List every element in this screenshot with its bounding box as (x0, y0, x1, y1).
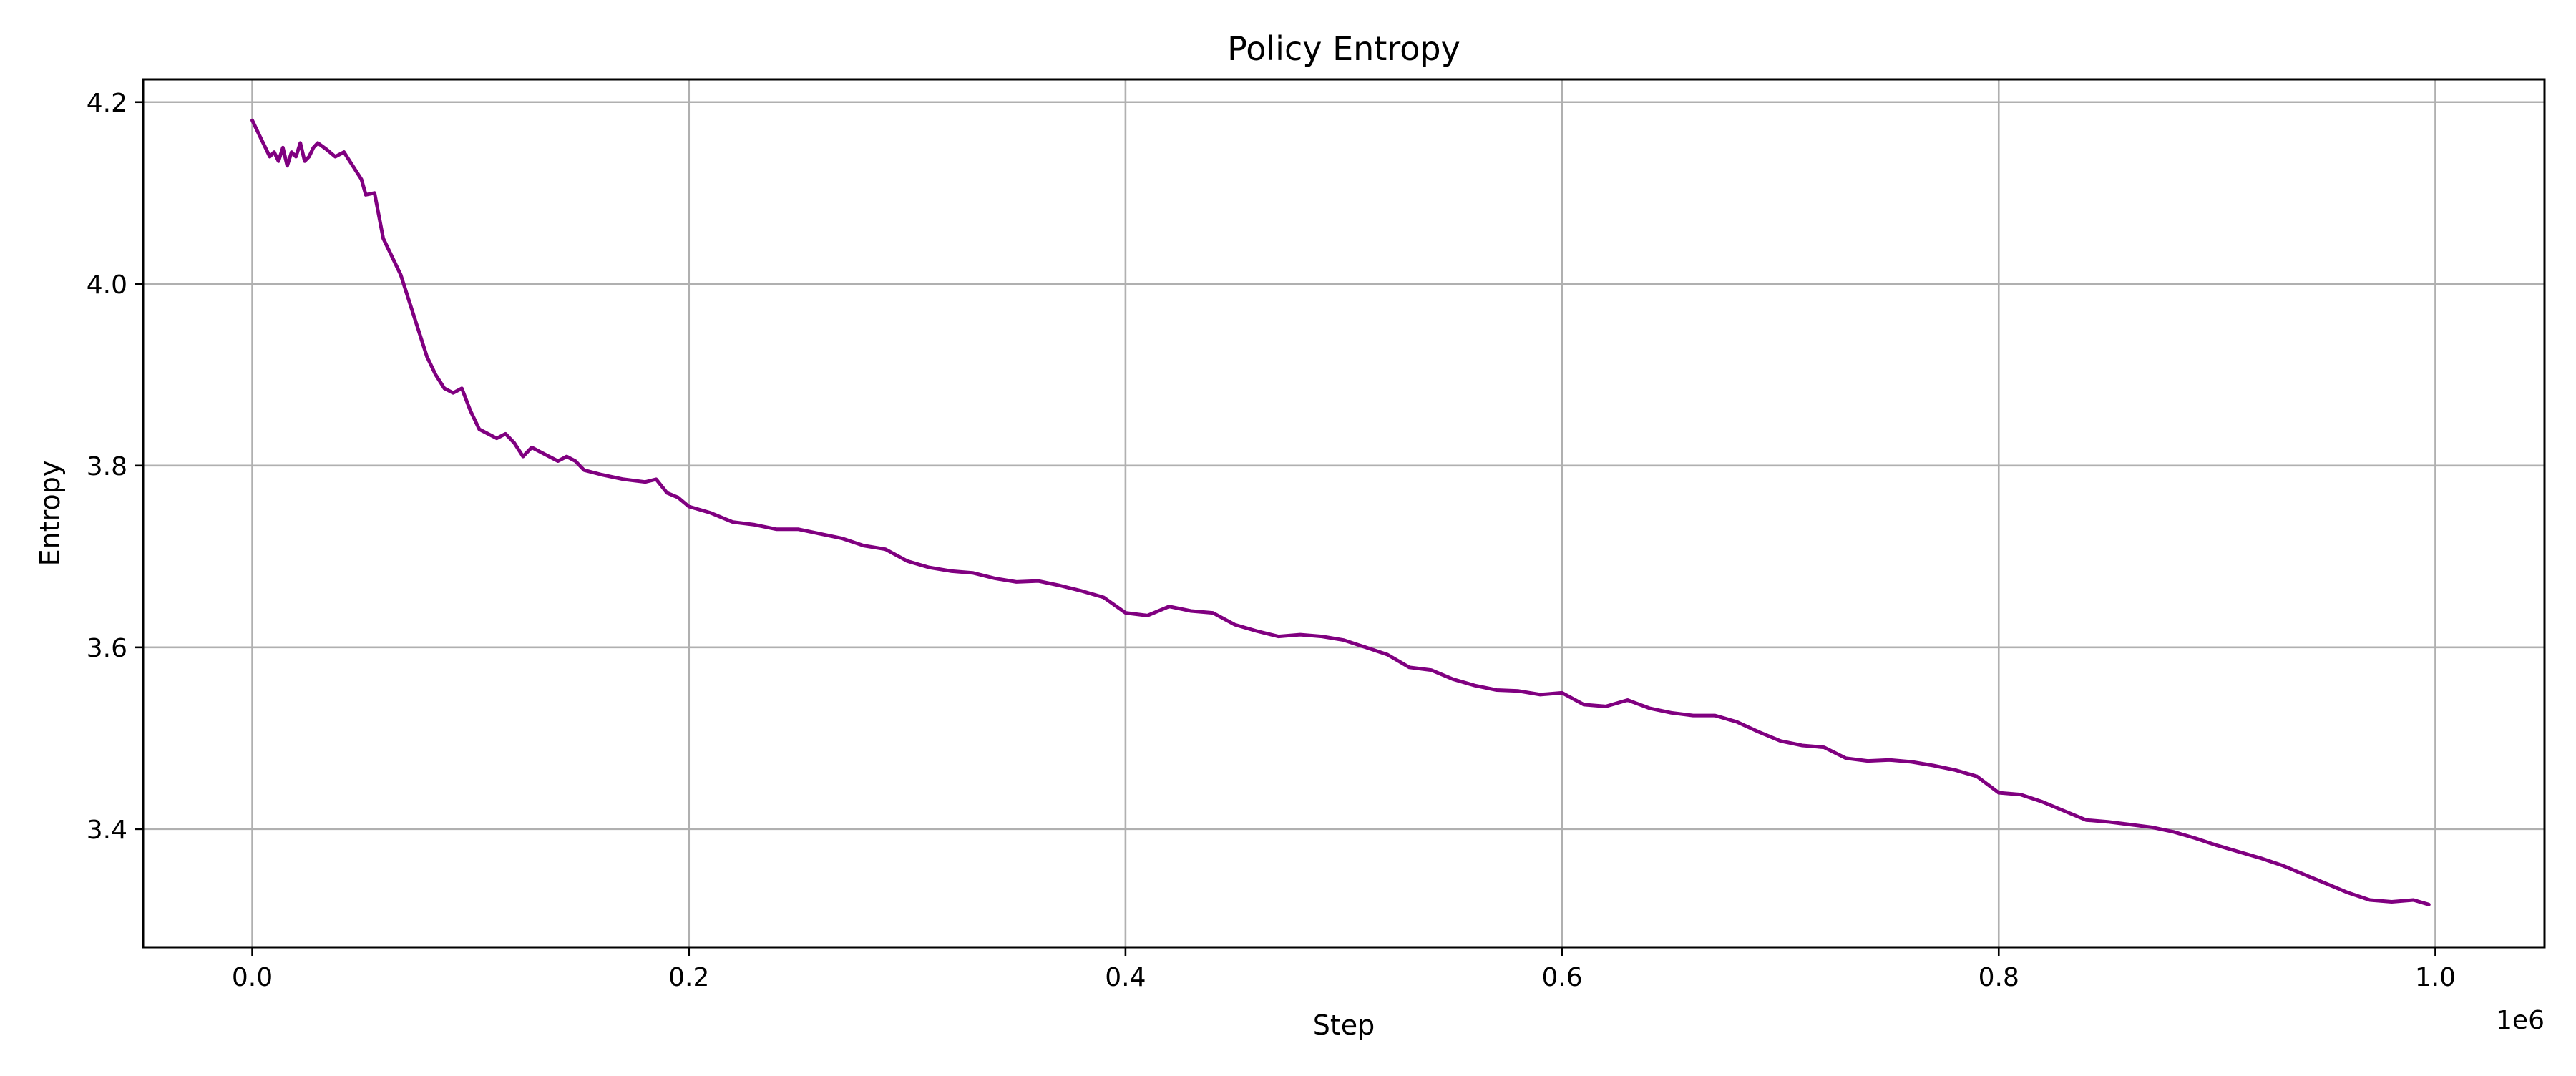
grid (143, 79, 2545, 947)
y-tick-label: 4.0 (87, 270, 127, 300)
x-tick-label: 1.0 (2415, 963, 2456, 992)
plot-frame (142, 78, 2546, 949)
y-tick-label: 3.8 (87, 452, 127, 481)
x-axis-label: Step (1313, 1009, 1375, 1041)
y-axis-label: Entropy (34, 461, 66, 567)
ticks: 0.0 0.2 0.4 0.6 0.8 1.0 3.4 3.6 3.8 4.0 4.2 (87, 89, 2456, 992)
x-axis-offset-label: 1e6 (2496, 1006, 2545, 1035)
x-tick-label: 0.6 (1541, 963, 1582, 992)
x-tick-label: 0.4 (1105, 963, 1146, 992)
x-tick-label: 0.0 (232, 963, 273, 992)
x-tick-label: 0.2 (668, 963, 709, 992)
chart-title: Policy Entropy (1227, 29, 1460, 68)
entropy-series-line (250, 118, 2431, 906)
y-tick-label: 3.4 (87, 816, 127, 845)
y-tick-label: 4.2 (87, 89, 127, 118)
x-tick-label: 0.8 (1979, 963, 2019, 992)
series-layer (250, 118, 2431, 906)
y-tick-label: 3.6 (87, 634, 127, 663)
